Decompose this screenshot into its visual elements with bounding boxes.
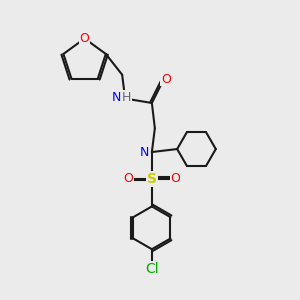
Text: N: N	[112, 91, 122, 103]
Text: O: O	[80, 32, 89, 45]
Text: O: O	[171, 172, 181, 185]
Text: Cl: Cl	[145, 262, 159, 275]
Text: O: O	[161, 73, 171, 86]
Text: N: N	[140, 146, 149, 158]
Text: H: H	[122, 91, 131, 103]
Text: O: O	[123, 172, 133, 185]
Text: S: S	[147, 172, 157, 186]
